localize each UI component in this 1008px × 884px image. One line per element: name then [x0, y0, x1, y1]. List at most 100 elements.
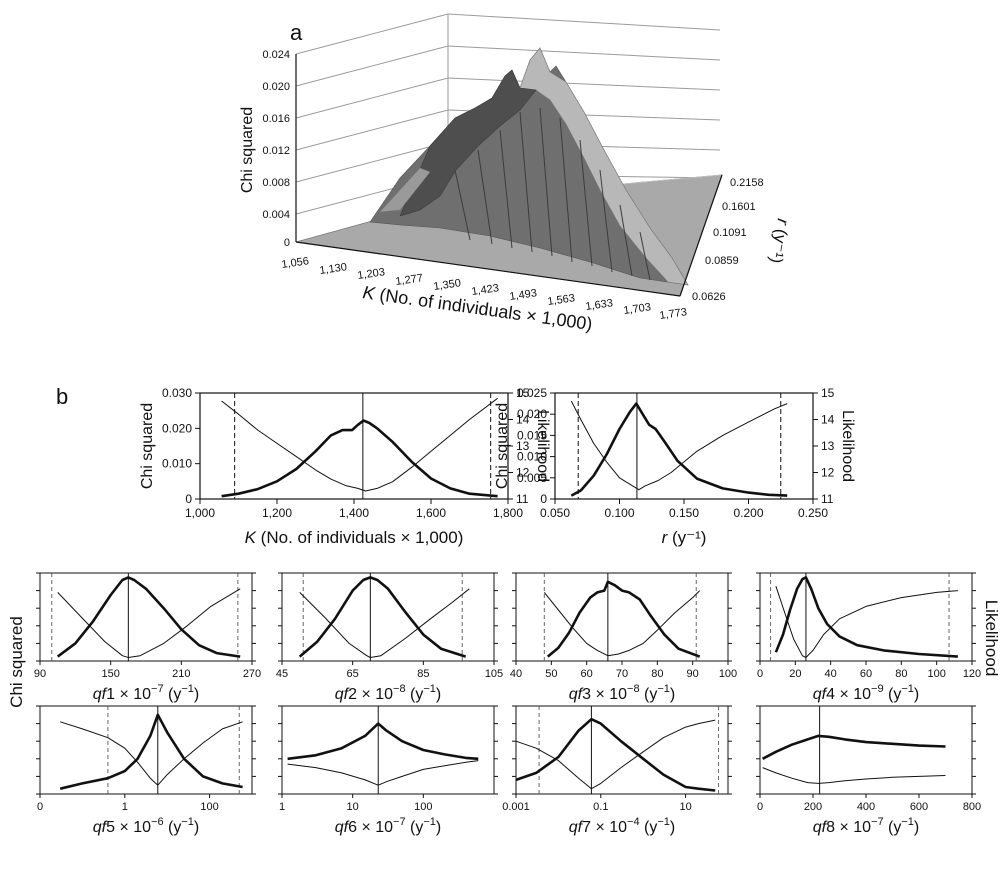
likelihood-line — [287, 760, 479, 786]
panel-a-y-ticks: 0.2158 0.1601 0.1091 0.0859 0.0626 — [692, 177, 764, 303]
y2-tick-label: 11 — [516, 492, 529, 506]
x-axis-label-exp: −8 — [627, 683, 640, 695]
x-axis-label-mult: × 10 — [357, 819, 393, 836]
x-axis-label-close: ) — [194, 686, 199, 703]
panel-a-y-tick: 0.1601 — [722, 201, 756, 213]
panel-a-y-tick: 0.0859 — [705, 255, 739, 267]
likelihood-line — [515, 719, 716, 790]
panel-a-z-tick: 0 — [284, 237, 290, 249]
panel-a-y-axis — [679, 174, 723, 297]
x-axis-label-mult: × 10 — [835, 686, 871, 703]
x-axis-label-exp: −7 — [393, 816, 406, 828]
x-tick-label: 0.100 — [604, 506, 634, 520]
x-tick-label: 600 — [910, 801, 928, 813]
likelihood-line — [221, 397, 498, 492]
plot-K: 1,000 1,200 1,400 1,600 1,800 0 0.010 0.020 0.03… — [139, 386, 551, 547]
x-axis-label: qf2 × 10−8 (y−1) — [335, 683, 441, 703]
x-axis-label-unit-exp: −1 — [901, 816, 914, 828]
panel-a-z-label: Chi squared — [239, 107, 256, 193]
x-axis-label-var: qf — [93, 819, 108, 836]
y-tick-label: 0.020 — [162, 421, 192, 435]
y-tick-label: 0.030 — [162, 386, 192, 400]
y2-axis-label: Likelihood — [839, 410, 856, 482]
x-tick-label: 85 — [417, 668, 429, 680]
y-axis-label: Chi squared — [139, 403, 156, 489]
x-axis-label-exp: −6 — [151, 816, 164, 828]
y2-axis-label: Likelihood — [534, 410, 551, 482]
y-tick-label: 0 — [540, 492, 547, 506]
chi-squared-line — [570, 402, 788, 497]
chi-squared-line — [59, 713, 243, 790]
x-tick-label: 20 — [789, 668, 801, 680]
likelihood-line — [762, 767, 946, 784]
x-axis-label-var: qf — [335, 819, 350, 836]
x-tick-label: 0 — [37, 801, 43, 813]
panel-a-y-tick: 0.2158 — [730, 177, 764, 189]
x-axis-label-num: 6 — [348, 819, 357, 836]
x-tick-label: 1 — [279, 801, 285, 813]
x-axis-label-unit: (y — [406, 819, 424, 836]
panel-a-x-tick: 1,423 — [471, 282, 500, 298]
panel-a-z-ticks: 0.024 0.020 0.016 0.012 0.008 0.004 0 — [262, 49, 290, 249]
x-tick-label: 10 — [679, 801, 691, 813]
x-axis-label-unit: (y — [640, 686, 658, 703]
plot-frame-qf8 — [759, 705, 973, 795]
likelihood-line — [570, 400, 788, 491]
x-tick-label: 40 — [825, 668, 837, 680]
x-axis-label: qf5 × 10−6 (y−1) — [93, 816, 199, 836]
x-axis-label-var: qf — [569, 819, 584, 836]
x-axis-label: r (y⁻¹) — [662, 528, 707, 547]
x-tick-label: 150 — [101, 668, 119, 680]
x-axis-label: qf3 × 10−8 (y−1) — [569, 683, 675, 703]
panel-a-x-tick: 1,493 — [509, 287, 538, 303]
y-tick-label: 0.015 — [517, 428, 547, 442]
panel-a-x-axis — [295, 241, 681, 297]
x-tick-label: 70 — [616, 668, 628, 680]
panel-a: a 0.024 0.020 0.016 0.012 0.008 0.004 — [239, 13, 793, 334]
plot-r: 0.050 0.100 0.150 0.200 0.250 0 0.005 0.010 0.01… — [494, 386, 856, 547]
plot-qf8: 0 200 400 600 800 qf8 × 10−7 (y−1) — [756, 705, 981, 836]
x-tick-label: 105 — [485, 668, 503, 680]
plot-qf4: 0 20 40 60 80 100 120 qf4 × 10−9 (y−1) — [756, 572, 981, 703]
chi-squared-line — [761, 734, 946, 760]
x-axis-label-unit: (y — [406, 686, 424, 703]
x-axis-label: qf6 × 10−7 (y−1) — [335, 816, 441, 836]
x-axis-label-unit-exp: −1 — [181, 683, 194, 695]
panel-a-x-tick: 1,350 — [433, 277, 462, 293]
likelihood-line — [775, 586, 958, 658]
plot-frame-K — [199, 392, 509, 500]
x-axis-label-var: qf — [569, 686, 584, 703]
plot-frame-qf5 — [39, 705, 253, 795]
x-tick-label: 400 — [857, 801, 875, 813]
x-axis-label: qf1 × 10−7 (y−1) — [93, 683, 199, 703]
x-axis-label-unit: (y — [640, 819, 658, 836]
x-axis-label-close: ) — [670, 686, 675, 703]
panel-a-x-tick: 1,203 — [357, 266, 386, 282]
x-axis-label-unit-exp: −1 — [657, 816, 670, 828]
x-tick-label: 80 — [651, 668, 663, 680]
panel-a-x-ticks: 1,056 1,130 1,203 1,277 1,350 1,423 1,49… — [281, 255, 688, 322]
x-tick-label: 40 — [510, 668, 522, 680]
x-tick-label: 1,600 — [416, 506, 446, 520]
x-axis-label-mult: × 10 — [591, 686, 627, 703]
y2-tick-label: 13 — [516, 439, 530, 453]
plot-qf3: 40 50 60 70 80 90 100 qf3 × 10−8 (y−1) — [510, 572, 737, 703]
x-axis-label-var: qf — [813, 686, 828, 703]
y-tick-label: 0.020 — [517, 407, 547, 421]
panel-a-z-tick: 0.016 — [262, 113, 290, 125]
x-axis-label-num: 7 — [582, 819, 591, 836]
x-tick-label: 1,200 — [262, 506, 292, 520]
x-axis-label-rest: (No. of individuals × 1,000) — [256, 528, 463, 547]
x-tick-label: 1,400 — [339, 506, 369, 520]
x-axis-label-mult: × 10 — [357, 686, 393, 703]
x-axis-label: qf7 × 10−4 (y−1) — [569, 816, 675, 836]
x-axis-label-var: qf — [93, 686, 108, 703]
x-axis-label-num: 5 — [106, 819, 115, 836]
likelihood-line — [60, 721, 243, 786]
plot-frame-qf6 — [281, 705, 495, 795]
chi-squared-line — [56, 576, 241, 658]
x-tick-label: 0.150 — [669, 506, 699, 520]
panel-a-z-tick: 0.020 — [262, 81, 290, 93]
